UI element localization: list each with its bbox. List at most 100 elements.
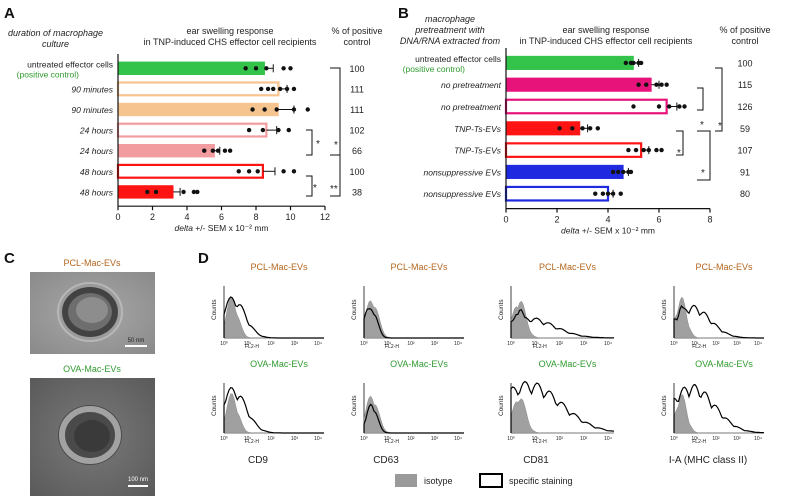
- histogram-tick-1: 10¹: [384, 436, 392, 442]
- sig-b-1: *: [700, 120, 704, 131]
- histogram-tick-4: 10⁴: [314, 341, 322, 347]
- data-point-5-2: [255, 169, 260, 174]
- panel-b-header-left-2: pretreatment with: [414, 25, 485, 35]
- category-label-2: 90 minutes: [71, 105, 113, 115]
- histogram-x-label: FL2-H: [385, 344, 399, 350]
- panel-a-letter: A: [4, 5, 15, 22]
- specific-histogram: [223, 387, 324, 434]
- legend-swatch-specific: [479, 473, 503, 488]
- data-point-3-4: [595, 126, 600, 131]
- x-tick-label-4: 8: [253, 212, 258, 222]
- sig-a-1: *: [316, 139, 320, 150]
- panel-b-header-right-2: control: [731, 36, 758, 46]
- specific-histogram: [673, 304, 764, 339]
- histogram-title-0-3: PCL-Mac-EVs: [695, 262, 753, 272]
- data-point-1-5: [291, 86, 297, 92]
- isotype-histogram: [673, 394, 764, 434]
- legend-swatch-isotype: [395, 474, 417, 487]
- data-point-5-1: [616, 169, 621, 175]
- panel-b-header-mid-2: in TNP-induced CHS effector cell recipie…: [520, 36, 693, 46]
- data-point-3-2: [580, 126, 585, 131]
- data-point-3-1: [260, 127, 266, 133]
- isotype-histogram: [363, 300, 464, 339]
- sig-a-4: **: [330, 184, 338, 195]
- histogram-tick-0: 10⁰: [360, 341, 368, 347]
- bar-3: [505, 121, 581, 136]
- data-point-6-2: [181, 189, 186, 195]
- bar-0: [505, 55, 634, 70]
- data-point-5-2: [621, 169, 626, 175]
- histogram-title-1-2: OVA-Mac-EVs: [539, 359, 597, 369]
- data-point-2-2: [667, 104, 672, 109]
- percent-label-2: 126: [737, 102, 752, 112]
- bar-1: [505, 77, 652, 92]
- histogram-1-3: OVA-Mac-EVs Counts 10⁰ 10¹ 10² 10³ 10⁴ FL2-H: [661, 359, 765, 445]
- category-label-3: 24 hours: [79, 126, 114, 136]
- specific-histogram: [510, 380, 615, 433]
- panel-c-letter: C: [4, 250, 15, 267]
- histogram-tick-4: 10⁴: [604, 341, 612, 347]
- sig-b-4: *: [701, 168, 705, 179]
- percent-label-5: 91: [740, 167, 750, 177]
- specific-histogram: [223, 296, 324, 339]
- histogram-tick-0: 10⁰: [507, 341, 515, 347]
- data-point-1-4: [664, 82, 669, 87]
- isotype-histogram: [510, 300, 614, 339]
- panel-a-header-mid-1: ear swelling response: [186, 26, 273, 36]
- percent-label-1: 111: [350, 84, 364, 94]
- histogram-tick-1: 10¹: [384, 341, 392, 347]
- category-label-0: untreated effector cells: [27, 59, 113, 69]
- histogram-x-label: FL2-H: [533, 439, 547, 445]
- data-point-1-3: [659, 82, 664, 87]
- x-tick-label-4: 8: [707, 215, 712, 225]
- isotype-histogram: [223, 393, 324, 434]
- histogram-tick-3: 10³: [580, 436, 588, 442]
- x-tick-label-1: 2: [554, 215, 559, 225]
- histogram-y-label: Counts: [661, 395, 668, 416]
- data-point-4-2: [215, 148, 221, 153]
- panel-a-header-left-2: culture: [42, 39, 69, 49]
- data-point-6-4: [195, 189, 200, 195]
- data-point-0-2: [631, 60, 636, 66]
- percent-label-1: 115: [738, 80, 752, 90]
- panel-b-header-right-1: % of positive: [719, 25, 770, 35]
- histogram-grid: PCL-Mac-EVs Counts 10⁰ 10¹ 10² 10³ 10⁴ FL2-H PCL…: [211, 262, 765, 445]
- histogram-tick-3: 10³: [580, 341, 588, 347]
- histogram-tick-0: 10⁰: [220, 341, 228, 347]
- data-point-4-2: [641, 147, 646, 153]
- x-tick-label-2: 4: [184, 212, 189, 222]
- histogram-1-1: OVA-Mac-EVs Counts 10⁰ 10¹ 10² 10³ 10⁴ FL2-H: [351, 359, 464, 445]
- bar-4: [117, 144, 215, 158]
- x-tick-label-3: 6: [219, 212, 224, 222]
- bar-6: [504, 185, 610, 202]
- data-point-5-4: [628, 169, 634, 175]
- histogram-title-1-0: OVA-Mac-EVs: [250, 359, 308, 369]
- specific-histogram: [363, 308, 464, 339]
- histogram-tick-0: 10⁰: [507, 436, 515, 442]
- histogram-tick-3: 10³: [431, 341, 439, 347]
- histogram-x-label: FL2-H: [245, 439, 259, 445]
- em-image-pcl: 50 nm: [30, 272, 155, 354]
- bracket-a-4: [330, 154, 341, 197]
- histogram-tick-4: 10⁴: [754, 436, 762, 442]
- data-point-4-3: [222, 148, 228, 153]
- histogram-x-label: FL2-H: [692, 439, 706, 445]
- isotype-histogram: [673, 296, 764, 339]
- isotype-histogram: [510, 398, 614, 434]
- histogram-tick-0: 10⁰: [670, 341, 678, 347]
- data-point-1-0: [636, 82, 641, 87]
- data-point-6-0: [593, 191, 598, 196]
- histogram-title-0-2: PCL-Mac-EVs: [539, 262, 597, 272]
- data-point-2-1: [656, 104, 662, 109]
- percent-label-0: 100: [737, 58, 752, 68]
- histogram-tick-2: 10²: [407, 436, 415, 442]
- data-point-1-2: [654, 82, 659, 87]
- sig-b-2: *: [718, 121, 722, 132]
- panel-a-header-left-1: duration of macrophage: [8, 28, 103, 38]
- category-sublabel-0: (positive control): [17, 69, 80, 79]
- bar-2: [504, 98, 668, 115]
- panel-b-header-left-1: macrophage: [425, 14, 475, 24]
- data-point-0-0: [623, 60, 629, 66]
- bracket-b-1: [697, 87, 704, 111]
- significance-brackets-b: * * * *: [676, 67, 723, 181]
